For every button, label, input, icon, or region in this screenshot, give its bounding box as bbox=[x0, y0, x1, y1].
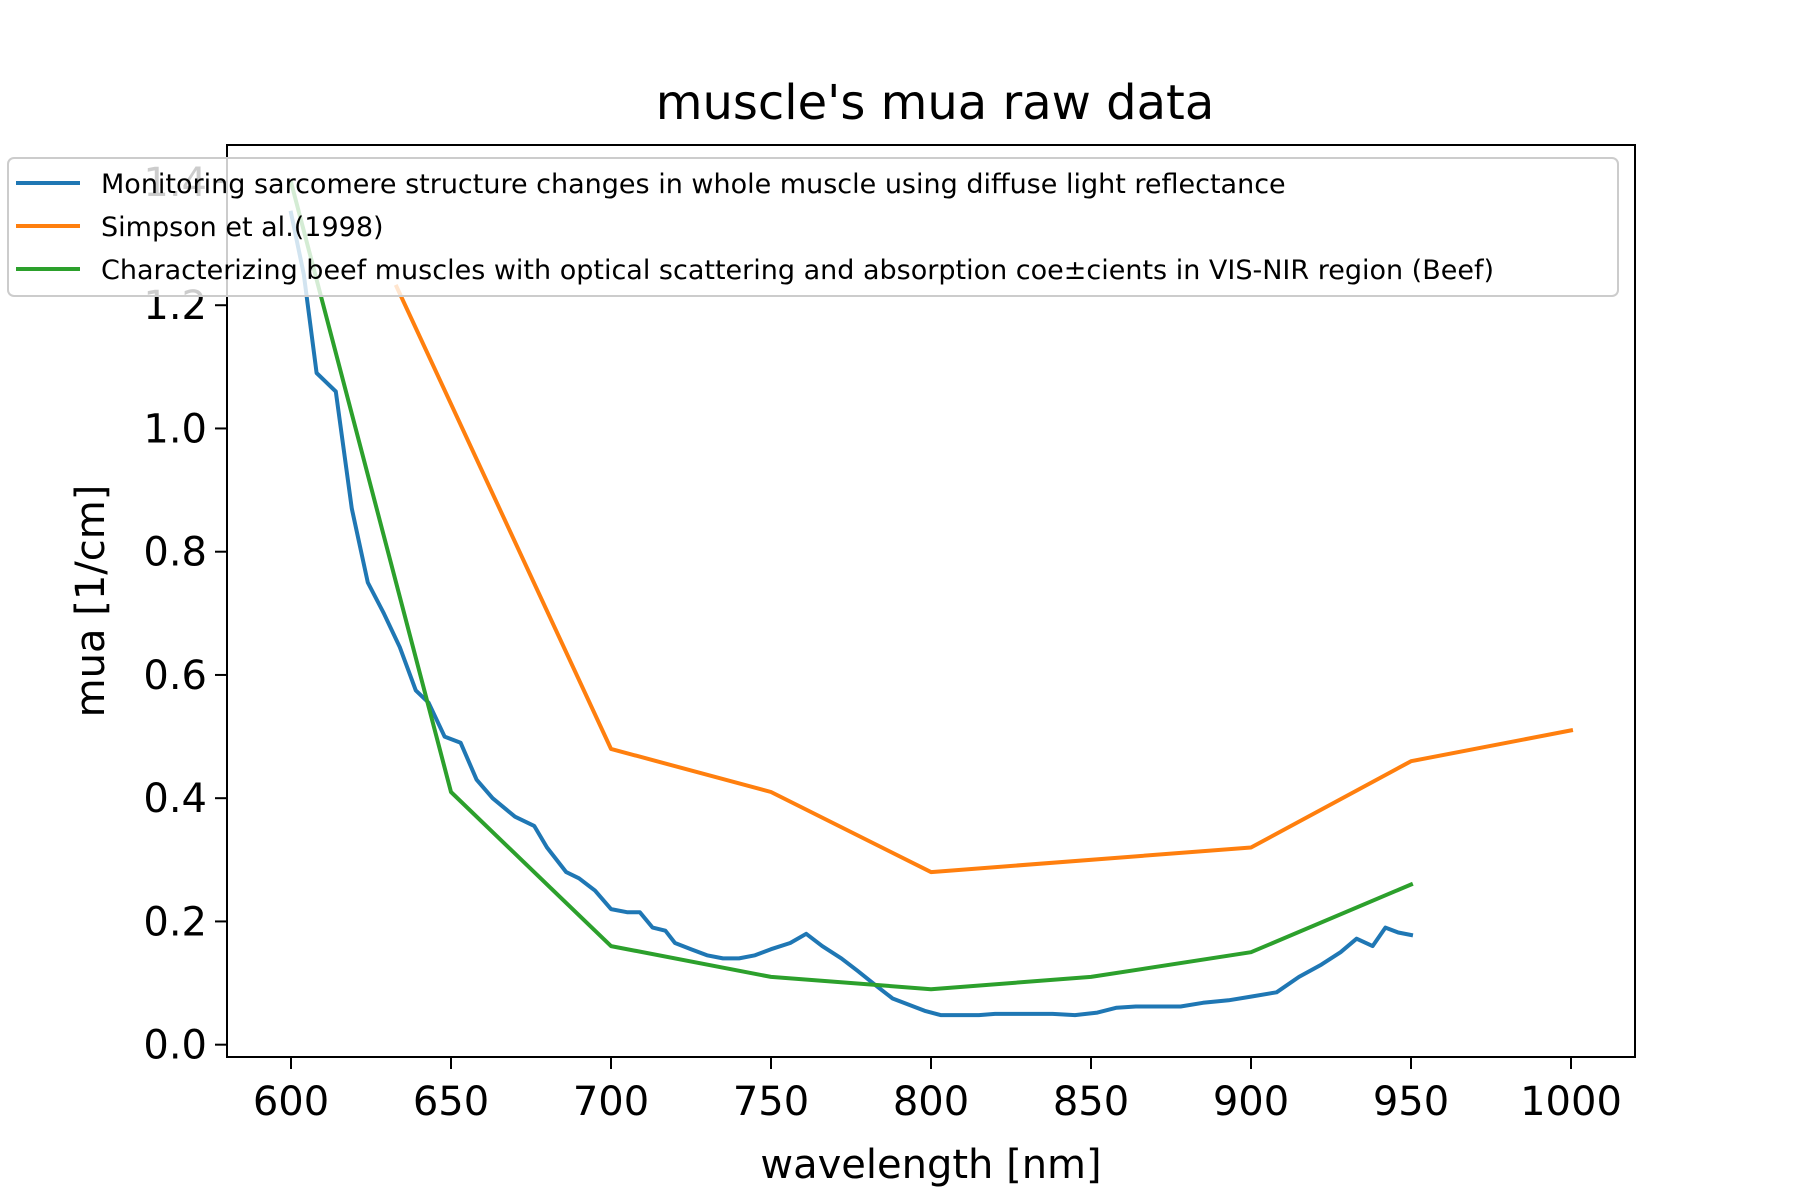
x-axis-label: wavelength [nm] bbox=[760, 1142, 1101, 1188]
legend-label-3: Characterizing beef muscles with optical… bbox=[101, 255, 1494, 286]
y-axis-label: mua [1/cm] bbox=[68, 485, 114, 718]
y-tick-label: 0.6 bbox=[143, 653, 207, 699]
series-line-1 bbox=[288, 210, 1414, 1018]
series-layer bbox=[288, 179, 1574, 1018]
y-tick-label: 0.4 bbox=[143, 776, 207, 822]
x-tick-label: 700 bbox=[573, 1079, 649, 1125]
y-tick-label: 0.8 bbox=[143, 530, 207, 576]
x-tick-label: 1000 bbox=[1520, 1079, 1622, 1125]
x-tick-label: 600 bbox=[253, 1079, 329, 1125]
legend: Monitoring sarcomere structure changes i… bbox=[7, 157, 1619, 297]
chart-title: muscle's mua raw data bbox=[656, 75, 1215, 131]
series-line-3 bbox=[288, 179, 1414, 992]
legend-label-1: Monitoring sarcomere structure changes i… bbox=[101, 169, 1286, 200]
y-tick-label: 0.0 bbox=[143, 1023, 207, 1069]
x-tick-label: 750 bbox=[733, 1079, 809, 1125]
x-tick-label: 950 bbox=[1373, 1079, 1449, 1125]
y-tick-label: 0.2 bbox=[143, 899, 207, 945]
x-tick-label: 650 bbox=[413, 1079, 489, 1125]
y-tick-label: 1.0 bbox=[143, 406, 207, 452]
x-tick-label: 800 bbox=[893, 1079, 969, 1125]
x-axis-ticks: 600 650 700 750 800 850 900 950 1000 bbox=[253, 1057, 1622, 1125]
plot-frame bbox=[226, 144, 1636, 1058]
x-tick-label: 900 bbox=[1213, 1079, 1289, 1125]
series-line-2 bbox=[393, 284, 1574, 875]
legend-frame bbox=[7, 157, 1619, 297]
legend-label-2: Simpson et al.(1998) bbox=[101, 212, 384, 243]
x-tick-label: 850 bbox=[1053, 1079, 1129, 1125]
